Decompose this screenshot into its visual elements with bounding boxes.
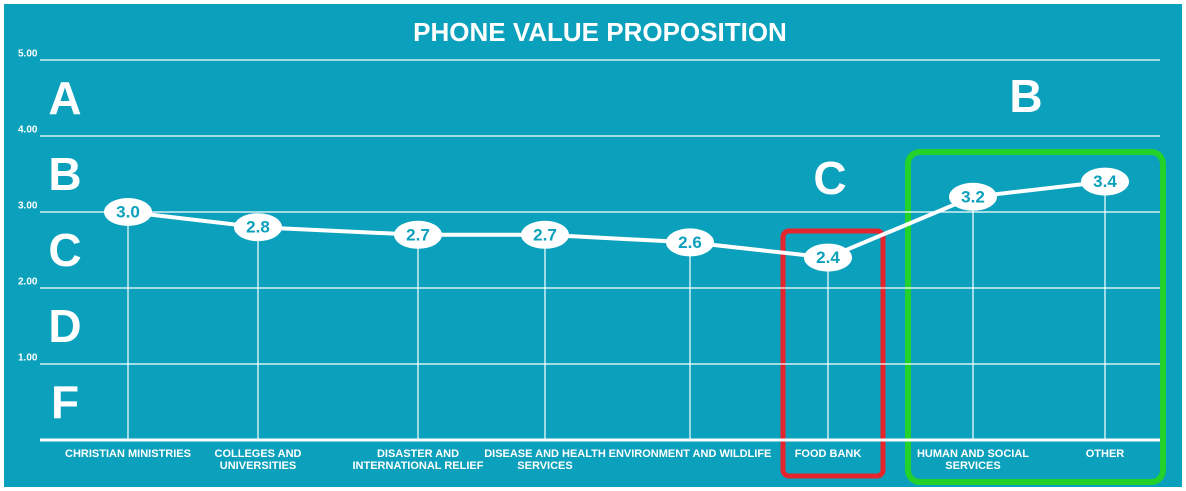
grade-label: F [51, 376, 79, 428]
data-label: 3.4 [1093, 172, 1117, 191]
x-tick-label: HUMAN AND SOCIAL SERVICES [916, 448, 1030, 472]
x-tick-label: FOOD BANK [794, 448, 862, 460]
point [104, 198, 152, 226]
point [521, 220, 569, 249]
x-tick-label: CHRISTIAN MINISTRIES [65, 448, 191, 460]
point [394, 220, 442, 249]
y-tick-label: 2.00 [18, 277, 38, 288]
x-tick-label: DISASTER AND INTERNATIONAL RELIEF [352, 448, 484, 472]
data-label: 2.7 [533, 225, 557, 244]
grade-label: C [48, 224, 81, 276]
chart-title: PHONE VALUE PROPOSITION [413, 17, 787, 47]
data-label: 3.2 [961, 187, 985, 206]
data-label: 2.7 [406, 225, 430, 244]
highlight-box [905, 149, 1166, 485]
y-tick-label: 3.00 [18, 201, 38, 212]
point [666, 228, 714, 257]
point [234, 213, 282, 242]
line [127, 179, 1106, 260]
data-label: 2.6 [678, 233, 702, 252]
x-tick-label: OTHER [1085, 448, 1125, 460]
highlight-box [780, 228, 886, 479]
grade-label: B [48, 148, 81, 200]
x-tick-label: ENVIRONMENT AND WILDLIFE [608, 448, 772, 460]
point [804, 243, 852, 272]
x-tick-label: DISEASE AND HEALTH SERVICES [484, 448, 606, 472]
point [949, 182, 997, 211]
x-tick-label: COLLEGES AND UNIVERSITIES [214, 448, 302, 472]
background [4, 4, 1182, 487]
annotation: B [1009, 70, 1042, 122]
y-tick-label: 4.00 [18, 125, 38, 136]
y-tick-label: 1.00 [18, 353, 38, 364]
grade-label: D [48, 300, 81, 352]
data-label: 3.0 [116, 202, 140, 221]
annotation: C [813, 152, 846, 204]
data-label: 2.4 [816, 248, 840, 267]
data-label: 2.8 [246, 218, 270, 237]
y-tick-label: 5.00 [18, 49, 38, 60]
grade-label: A [48, 72, 81, 124]
point [1081, 167, 1129, 196]
